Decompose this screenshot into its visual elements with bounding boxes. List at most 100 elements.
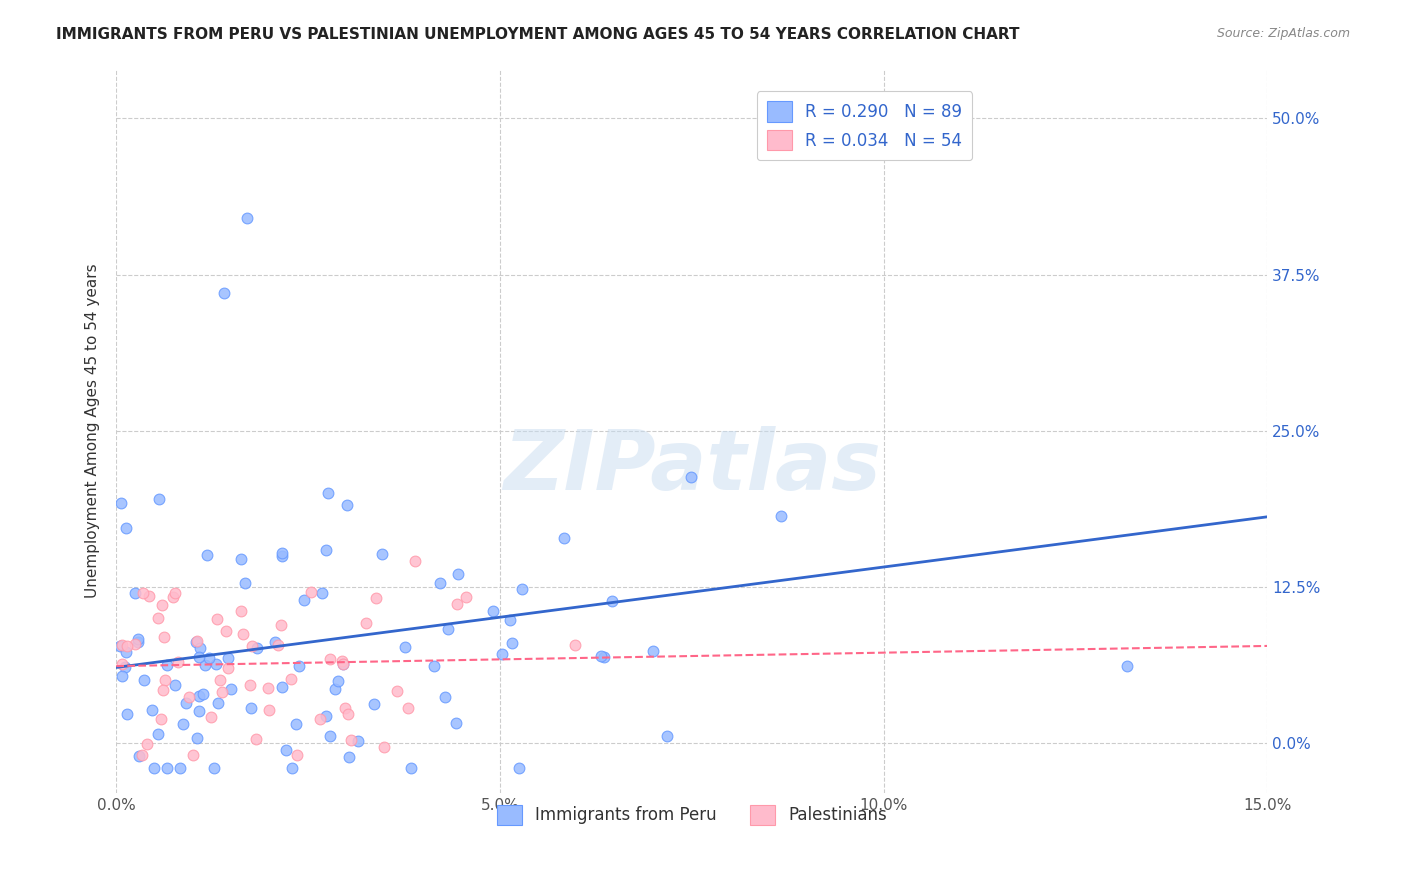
Point	[271, 681, 294, 695]
Point	[271, 546, 294, 560]
Point	[316, 486, 339, 500]
Point	[245, 731, 267, 746]
Point	[148, 611, 170, 625]
Point	[111, 639, 134, 653]
Point	[404, 554, 426, 568]
Point	[363, 697, 385, 711]
Point	[231, 604, 253, 618]
Point	[308, 713, 330, 727]
Point	[811, 136, 834, 151]
Point	[141, 703, 163, 717]
Point	[501, 636, 523, 650]
Point	[236, 211, 259, 226]
Point	[285, 717, 308, 731]
Point	[127, 632, 149, 647]
Point	[326, 673, 349, 688]
Point	[319, 652, 342, 666]
Point	[211, 685, 233, 699]
Point	[285, 748, 308, 763]
Point	[270, 549, 292, 564]
Point	[589, 648, 612, 663]
Point	[280, 672, 302, 686]
Point	[1116, 659, 1139, 673]
Point	[267, 638, 290, 652]
Point	[336, 499, 359, 513]
Point	[187, 704, 209, 718]
Point	[186, 731, 208, 745]
Point	[239, 677, 262, 691]
Point	[117, 707, 139, 722]
Point	[229, 551, 252, 566]
Point	[385, 684, 408, 698]
Point	[336, 706, 359, 721]
Point	[508, 761, 530, 775]
Point	[274, 743, 297, 757]
Point	[124, 586, 146, 600]
Point	[134, 673, 156, 687]
Point	[330, 655, 353, 669]
Point	[373, 739, 395, 754]
Point	[115, 639, 138, 653]
Point	[259, 703, 281, 717]
Point	[512, 582, 534, 597]
Legend: Immigrants from Peru, Palestinians: Immigrants from Peru, Palestinians	[486, 795, 897, 835]
Point	[197, 651, 219, 665]
Text: Source: ZipAtlas.com: Source: ZipAtlas.com	[1216, 27, 1350, 40]
Point	[499, 613, 522, 627]
Point	[491, 647, 513, 661]
Point	[111, 657, 134, 672]
Point	[174, 696, 197, 710]
Point	[292, 592, 315, 607]
Point	[444, 716, 467, 731]
Point	[200, 709, 222, 723]
Point	[371, 547, 394, 561]
Point	[332, 657, 354, 671]
Point	[311, 586, 333, 600]
Point	[399, 761, 422, 775]
Point	[169, 761, 191, 775]
Point	[593, 650, 616, 665]
Point	[217, 650, 239, 665]
Point	[187, 690, 209, 704]
Point	[115, 521, 138, 535]
Point	[319, 729, 342, 743]
Point	[212, 286, 235, 301]
Point	[195, 548, 218, 562]
Point	[256, 681, 278, 695]
Point	[156, 657, 179, 672]
Point	[114, 645, 136, 659]
Point	[152, 682, 174, 697]
Point	[356, 616, 378, 631]
Point	[315, 709, 337, 723]
Point	[135, 737, 157, 751]
Point	[156, 761, 179, 775]
Point	[150, 599, 173, 613]
Point	[114, 660, 136, 674]
Point	[239, 700, 262, 714]
Point	[364, 591, 387, 606]
Point	[179, 690, 201, 704]
Point	[429, 575, 451, 590]
Point	[188, 641, 211, 656]
Point	[184, 635, 207, 649]
Point	[165, 586, 187, 600]
Point	[245, 640, 267, 655]
Point	[166, 655, 188, 669]
Point	[202, 761, 225, 775]
Text: ZIPatlas: ZIPatlas	[503, 426, 880, 508]
Point	[215, 624, 238, 638]
Point	[128, 749, 150, 764]
Point	[193, 687, 215, 701]
Point	[131, 748, 153, 763]
Point	[332, 657, 354, 672]
Point	[148, 492, 170, 507]
Point	[339, 733, 361, 747]
Point	[434, 690, 457, 704]
Point	[641, 644, 664, 658]
Text: IMMIGRANTS FROM PERU VS PALESTINIAN UNEMPLOYMENT AMONG AGES 45 TO 54 YEARS CORRE: IMMIGRANTS FROM PERU VS PALESTINIAN UNEM…	[56, 27, 1019, 42]
Point	[299, 585, 322, 599]
Point	[138, 589, 160, 603]
Y-axis label: Unemployment Among Ages 45 to 54 years: Unemployment Among Ages 45 to 54 years	[86, 263, 100, 598]
Point	[205, 612, 228, 626]
Point	[132, 586, 155, 600]
